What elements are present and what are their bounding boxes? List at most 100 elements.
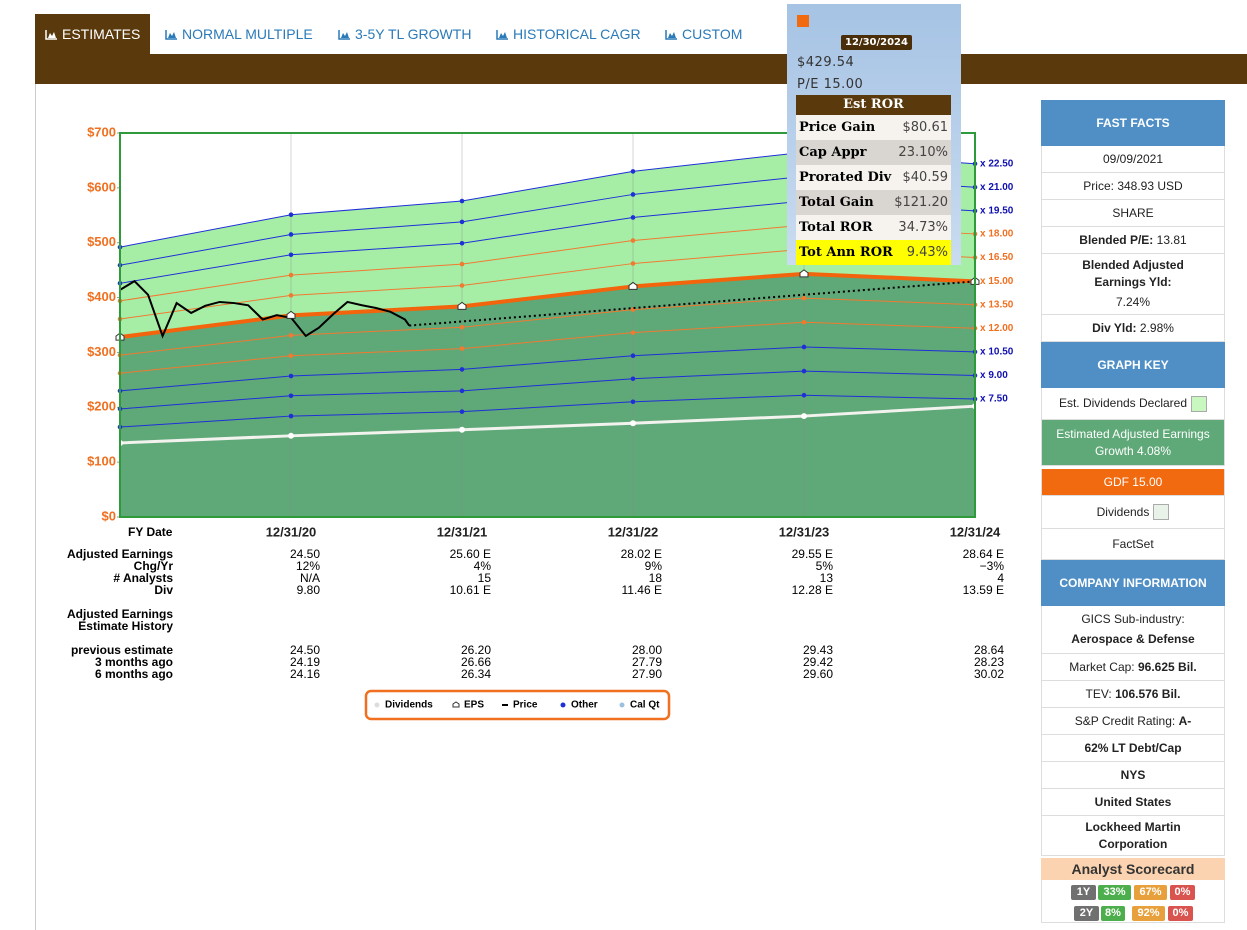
x-tick-label: 12/31/23 (779, 524, 830, 539)
ror-label: Cap Appr (799, 145, 867, 160)
value: Aerospace & Defense (1071, 632, 1195, 646)
cell: 24.50 (290, 547, 320, 561)
legend-item[interactable]: Other (560, 700, 598, 711)
value: 7.24% (1115, 295, 1151, 309)
ror-value: 9.43% (906, 245, 948, 260)
multiple-point (801, 295, 807, 301)
y-tick-label: $400 (87, 289, 116, 304)
legend-icon (560, 702, 566, 708)
label: Dividends (1096, 504, 1150, 519)
y-tick-label: $100 (87, 454, 116, 469)
market-cap: Market Cap: 96.625 Bil. (1041, 654, 1225, 681)
key-source: FactSet (1041, 529, 1225, 560)
tab[interactable]: ESTIMATES (35, 14, 151, 54)
score-cell: 0% (1170, 885, 1195, 900)
legend-icon (452, 701, 460, 708)
tab-icon (338, 30, 350, 40)
multiple-point (630, 169, 636, 174)
multiple-point (630, 353, 636, 359)
series-label: x 22.50 (980, 158, 1014, 169)
cell: 24.19 (290, 655, 320, 669)
multiple-point (801, 319, 807, 325)
tab[interactable]: NORMAL MULTIPLE (155, 14, 323, 54)
cell: 9% (645, 559, 663, 573)
multiple-point (459, 240, 465, 246)
cell: 4% (474, 559, 492, 573)
key-gdf: GDF 15.00 (1041, 469, 1225, 496)
multiple-point (459, 367, 465, 372)
score-cell: 0% (1168, 906, 1193, 921)
x-tick-label: 12/31/22 (608, 524, 659, 539)
multiple-line (119, 370, 976, 410)
y-tick-label: $0 (102, 508, 116, 523)
row-label: Adjusted Earnings (67, 547, 173, 561)
fact-div-yield: Div Yld: 2.98% (1041, 315, 1225, 342)
ror-label: Price Gain (799, 120, 876, 135)
multiple-point (288, 272, 294, 278)
tooltip-date: 12/30/2024 (841, 35, 912, 50)
cell: 13.59 E (963, 583, 1004, 597)
tab[interactable]: CUSTOM (655, 14, 752, 54)
company-title: COMPANY INFORMATION (1041, 560, 1225, 606)
row-label: Chg/Yr (134, 559, 174, 573)
row-label: 3 months ago (95, 655, 173, 669)
tab-bar (35, 54, 1247, 84)
tab-icon (45, 30, 57, 40)
value: 13.81 (1156, 232, 1187, 247)
series-label: x 9.00 (980, 370, 1008, 381)
multiple-point (801, 344, 807, 350)
lower-area (120, 273, 975, 517)
legend-item[interactable]: Cal Qt (619, 700, 661, 711)
series-label: x 18.00 (980, 229, 1014, 240)
score-cell: 92% (1132, 906, 1165, 921)
debt: 62% LT Debt/Cap (1041, 735, 1225, 762)
ror-value: 23.10% (898, 145, 948, 160)
cell: 28.23 (974, 655, 1004, 669)
multiple-point (288, 353, 294, 359)
multiple-point (459, 198, 465, 204)
cell: 15 (478, 571, 492, 585)
legend-item[interactable]: Dividends (374, 700, 434, 711)
multiple-point (459, 409, 465, 414)
multiple-point (288, 373, 294, 379)
ror-title: Est ROR (796, 95, 951, 115)
series-label: x 10.50 (980, 347, 1014, 358)
tooltip: 12/30/2024 $429.54 P/E 15.00 Est ROR Pri… (787, 4, 961, 265)
legend-item[interactable]: EPS (452, 700, 484, 711)
cell: 30.02 (974, 667, 1004, 681)
label: Blended P/E: (1079, 232, 1154, 247)
ror-row: Tot Ann ROR 9.43% (796, 240, 951, 265)
graph-key-title: GRAPH KEY (1041, 342, 1225, 388)
multiple-line (119, 394, 976, 428)
label: TEV: (1085, 686, 1112, 701)
company-name: Lockheed Martin Corporation (1041, 816, 1225, 856)
multiple-point (630, 238, 636, 243)
series-label: x 16.50 (980, 252, 1014, 263)
fact-pe: Blended P/E: 13.81 (1041, 227, 1225, 254)
row-label: previous estimate (71, 643, 173, 657)
cell: N/A (300, 571, 320, 585)
y-tick-label: $700 (87, 124, 116, 139)
series-label: x 21.00 (980, 182, 1014, 193)
tab-icon (496, 30, 508, 40)
legend-label: Dividends (385, 700, 433, 711)
series-label: x 7.50 (980, 394, 1008, 405)
series-label: x 12.00 (980, 323, 1014, 334)
cell: 13 (820, 571, 834, 585)
ror-value: 34.73% (898, 220, 948, 235)
tab[interactable]: HISTORICAL CAGR (486, 14, 651, 54)
credit-rating: S&P Credit Rating: A- (1041, 708, 1225, 735)
history-title: Estimate History (78, 619, 173, 633)
cell: 28.00 (632, 643, 662, 657)
legend-item[interactable]: Price (502, 700, 538, 711)
tab[interactable]: 3-5Y TL GROWTH (328, 14, 481, 54)
legend-label: Price (513, 700, 538, 711)
cell: 4 (997, 571, 1004, 585)
cell: 26.34 (461, 667, 491, 681)
tev: TEV: 106.576 Bil. (1041, 681, 1225, 708)
tab-label: HISTORICAL CAGR (513, 26, 641, 42)
multiple-line (119, 297, 976, 356)
multiple-point (288, 393, 294, 399)
cell: 5% (816, 559, 834, 573)
